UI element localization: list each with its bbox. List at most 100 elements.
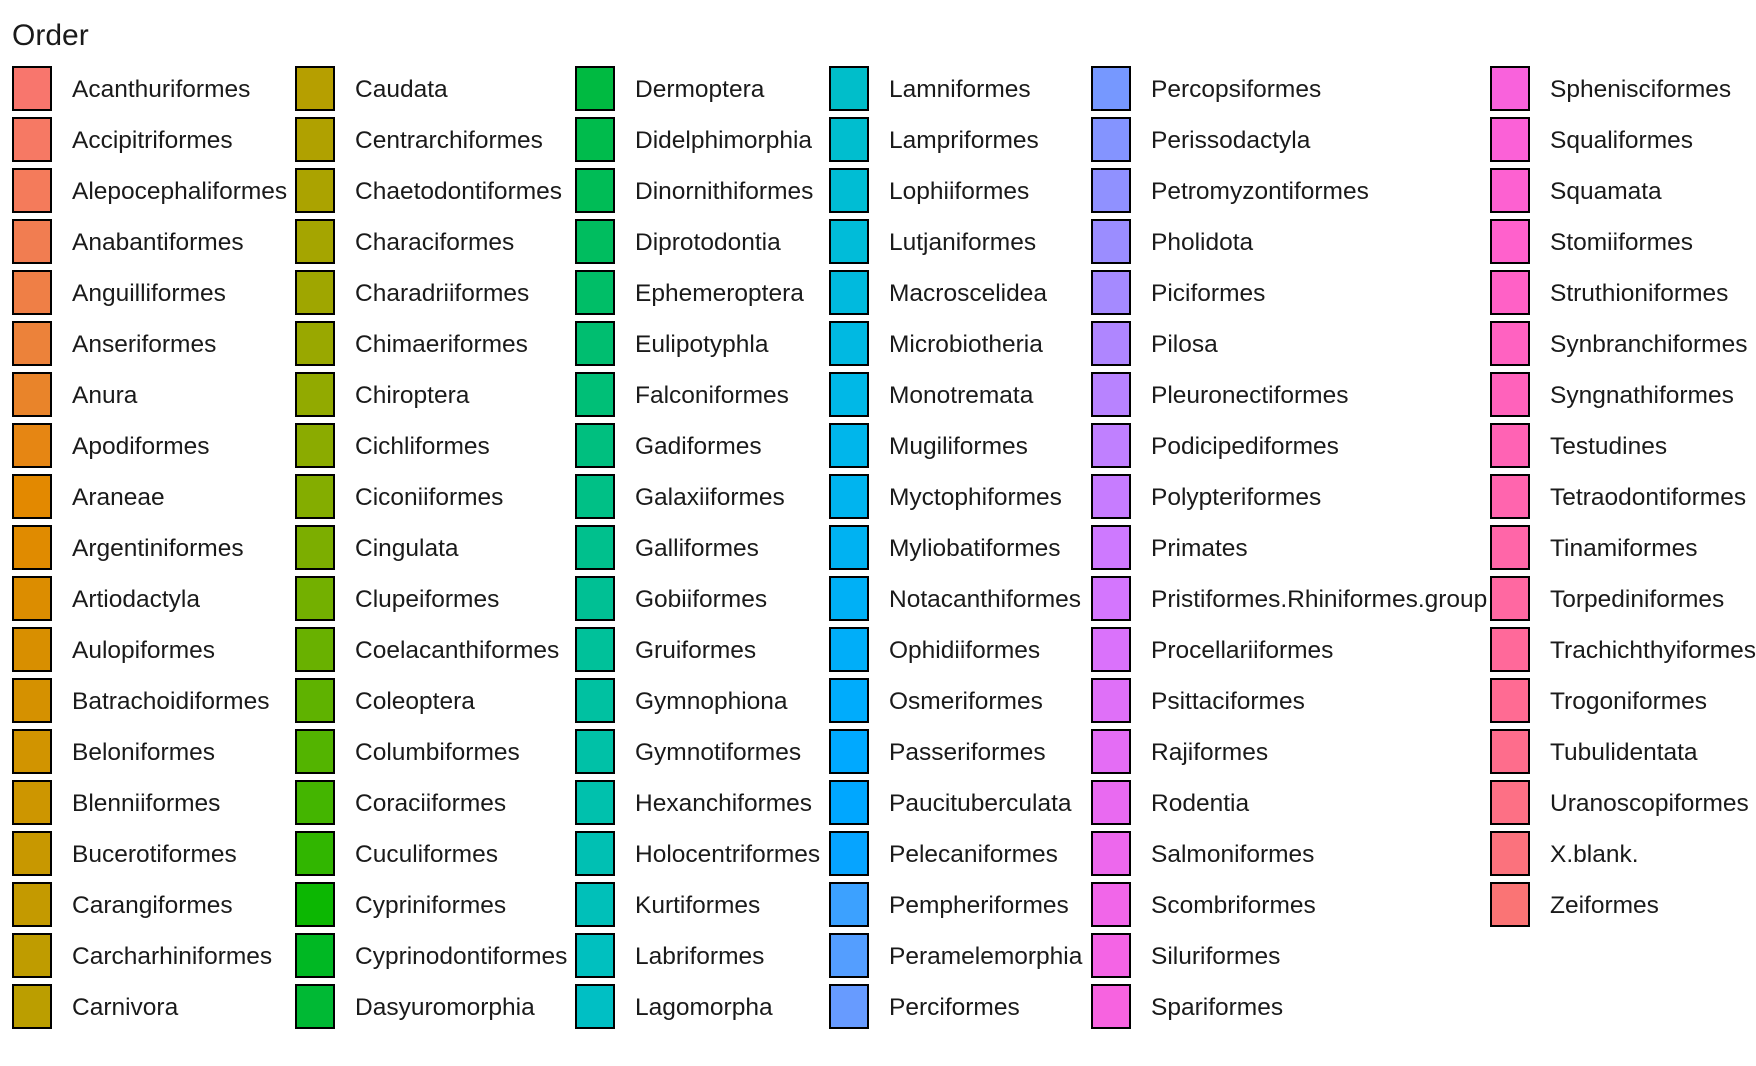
legend-label: Microbiotheria (889, 331, 1043, 358)
legend-label: Trogoniformes (1550, 688, 1708, 715)
legend-key (1490, 627, 1530, 672)
legend-key (295, 423, 335, 468)
legend-key (575, 270, 615, 315)
legend-key (829, 678, 869, 723)
legend-label: Salmoniformes (1151, 841, 1315, 868)
legend-label: Piciformes (1151, 280, 1266, 307)
legend-key (829, 423, 869, 468)
legend-label: Chimaeriformes (355, 331, 528, 358)
legend-key (12, 984, 52, 1029)
legend-label: Labriformes (635, 943, 765, 970)
legend-key (575, 933, 615, 978)
legend-label: Cingulata (355, 535, 459, 562)
legend-key (295, 321, 335, 366)
legend-key (575, 627, 615, 672)
legend-label: Polypteriformes (1151, 484, 1322, 511)
legend-label: Osmeriformes (889, 688, 1043, 715)
legend-label: Coelacanthiformes (355, 637, 560, 664)
legend-key (295, 168, 335, 213)
legend-key (12, 729, 52, 774)
legend-key (575, 525, 615, 570)
legend-label: Torpediniformes (1550, 586, 1725, 613)
legend-key (829, 66, 869, 111)
legend-key (1490, 321, 1530, 366)
legend-key (1490, 168, 1530, 213)
legend-key (1091, 219, 1131, 264)
legend-key (12, 168, 52, 213)
legend-key (1091, 372, 1131, 417)
legend-key (829, 882, 869, 927)
legend-key (575, 66, 615, 111)
legend-key (12, 576, 52, 621)
legend-label: Mugiliformes (889, 433, 1028, 460)
legend-key (295, 474, 335, 519)
legend-label: Galliformes (635, 535, 759, 562)
legend-label: Perciformes (889, 994, 1020, 1021)
legend-key (12, 678, 52, 723)
legend-key (12, 117, 52, 162)
legend-key (829, 831, 869, 876)
legend-key (295, 729, 335, 774)
legend-label: Pristiformes.Rhiniformes.group (1151, 586, 1488, 613)
legend-label: Ephemeroptera (635, 280, 804, 307)
legend-key (1091, 66, 1131, 111)
legend-key (1091, 678, 1131, 723)
legend-key (12, 66, 52, 111)
legend-key (295, 270, 335, 315)
legend-key (1091, 984, 1131, 1029)
legend-label: Coleoptera (355, 688, 475, 715)
legend-label: Lampriformes (889, 127, 1039, 154)
legend-key (12, 933, 52, 978)
legend-label: Gadiformes (635, 433, 762, 460)
legend-key (575, 117, 615, 162)
legend-key (575, 729, 615, 774)
legend-key (829, 372, 869, 417)
legend-label: Zeiformes (1550, 892, 1659, 919)
legend-key (1490, 270, 1530, 315)
legend-label: Pleuronectiformes (1151, 382, 1349, 409)
legend-key (295, 831, 335, 876)
legend-label: Rodentia (1151, 790, 1250, 817)
legend-key (1091, 831, 1131, 876)
legend-key (1091, 474, 1131, 519)
legend-label: Petromyzontiformes (1151, 178, 1369, 205)
legend-label: Cyprinodontiformes (355, 943, 568, 970)
legend-label: Gymnophiona (635, 688, 788, 715)
legend-label: Chaetodontiformes (355, 178, 563, 205)
legend-label: Characiformes (355, 229, 515, 256)
legend-key (1091, 168, 1131, 213)
legend-key (1091, 423, 1131, 468)
legend-key (1091, 882, 1131, 927)
legend-label: Sphenisciformes (1550, 76, 1732, 103)
legend-key (295, 933, 335, 978)
legend-label: Lophiiformes (889, 178, 1030, 205)
legend-label: Pempheriformes (889, 892, 1069, 919)
legend-label: Percopsiformes (1151, 76, 1322, 103)
legend-key (12, 780, 52, 825)
legend-key (295, 219, 335, 264)
legend-label: Aulopiformes (72, 637, 215, 664)
legend-label: Lagomorpha (635, 994, 773, 1021)
legend-key (12, 627, 52, 672)
legend-title: Order (12, 19, 89, 52)
legend-key (829, 729, 869, 774)
legend-label: Anseriformes (72, 331, 217, 358)
legend-key (829, 525, 869, 570)
legend-key (1490, 882, 1530, 927)
legend-label: Pholidota (1151, 229, 1254, 256)
legend-key (1091, 525, 1131, 570)
legend-key (575, 576, 615, 621)
legend-label: Cichliformes (355, 433, 490, 460)
legend-key (829, 270, 869, 315)
legend-label: Dasyuromorphia (355, 994, 535, 1021)
legend-label: Carcharhiniformes (72, 943, 273, 970)
legend-key (1490, 525, 1530, 570)
legend-label: Anura (72, 382, 138, 409)
legend-key (12, 831, 52, 876)
legend-label: Caudata (355, 76, 448, 103)
legend-key (12, 372, 52, 417)
legend-key (1490, 474, 1530, 519)
legend-label: Squaliformes (1550, 127, 1693, 154)
legend-label: Cuculiformes (355, 841, 498, 868)
legend-key (1091, 627, 1131, 672)
